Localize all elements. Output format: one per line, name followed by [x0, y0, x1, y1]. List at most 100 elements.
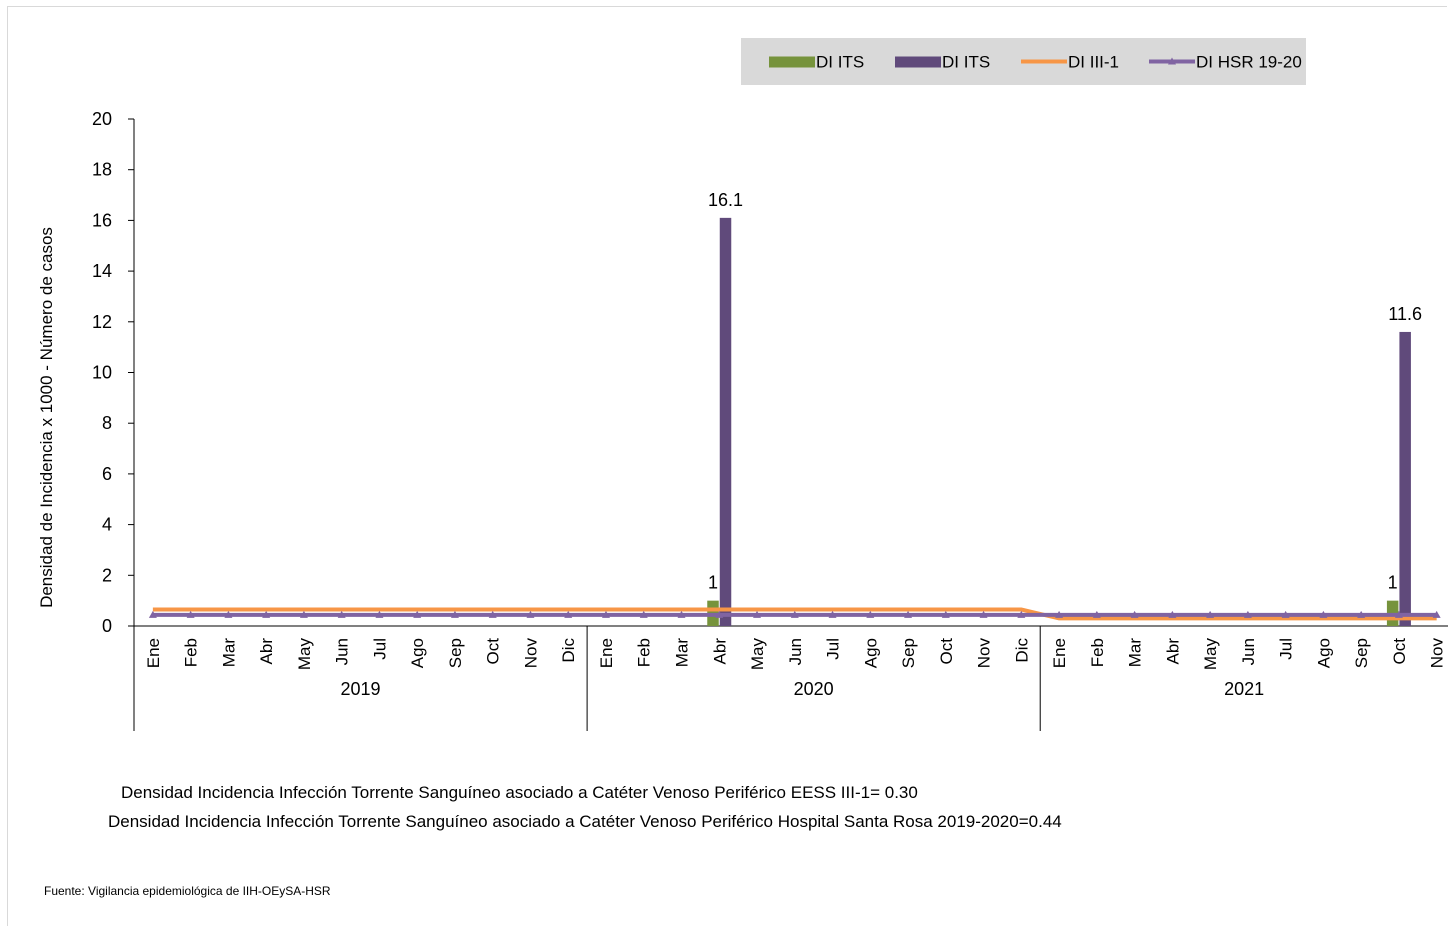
- legend-label-2: DI III-1: [1068, 53, 1119, 72]
- marker-3-13: [639, 610, 648, 618]
- source-note: Fuente: Vigilancia epidemiológica de IIH…: [44, 884, 331, 898]
- x-tick-label: Sep: [446, 638, 465, 668]
- x-tick-label: Mar: [219, 638, 238, 668]
- marker-3-20: [904, 610, 913, 618]
- y-tick-label: 8: [102, 413, 112, 433]
- x-tick-label: Sep: [899, 638, 918, 668]
- marker-3-8: [450, 610, 459, 618]
- x-tick-label: Sep: [1352, 638, 1371, 668]
- x-tick-label: Mar: [673, 638, 692, 668]
- x-tick-label: Feb: [635, 638, 654, 667]
- y-tick-label: 6: [102, 464, 112, 484]
- data-label: 1: [1388, 573, 1398, 593]
- marker-3-12: [601, 610, 610, 618]
- year-label: 2019: [341, 679, 381, 699]
- marker-3-31: [1319, 610, 1328, 618]
- y-tick-label: 16: [92, 210, 112, 230]
- bar-1-15: [719, 217, 732, 627]
- legend-label-0: DI ITS: [816, 53, 864, 72]
- marker-3-29: [1243, 610, 1252, 618]
- marker-3-0: [148, 610, 157, 618]
- x-tick-label: Mar: [1126, 638, 1145, 668]
- marker-3-26: [1130, 610, 1139, 618]
- y-axis-title: Densidad de Incidencia x 1000 - Número d…: [37, 227, 56, 608]
- x-tick-label: Ago: [861, 638, 880, 668]
- y-tick-label: 20: [92, 109, 112, 129]
- legend-swatch-0: [769, 56, 815, 68]
- x-tick-label: Feb: [182, 638, 201, 667]
- marker-3-1: [186, 610, 195, 618]
- note-eess: Densidad Incidencia Infección Torrente S…: [121, 783, 918, 802]
- marker-3-33: [1394, 610, 1403, 618]
- x-tick-label: Abr: [710, 638, 729, 665]
- marker-3-3: [262, 610, 271, 618]
- marker-3-27: [1168, 610, 1177, 618]
- x-tick-label: Dic: [559, 638, 578, 663]
- x-tick-label: Ago: [1314, 638, 1333, 668]
- legend-label-3: DI HSR 19-20: [1196, 53, 1302, 72]
- x-tick-label: Abr: [1163, 638, 1182, 665]
- marker-3-16: [753, 610, 762, 618]
- year-label: 2021: [1224, 679, 1264, 699]
- note-hospital: Densidad Incidencia Infección Torrente S…: [108, 812, 1062, 831]
- x-tick-label: Ago: [408, 638, 427, 668]
- x-tick-label: Jul: [370, 638, 389, 660]
- y-tick-label: 12: [92, 312, 112, 332]
- marker-3-22: [979, 610, 988, 618]
- y-tick-label: 2: [102, 565, 112, 585]
- x-tick-label: Jul: [824, 638, 843, 660]
- x-tick-label: Ene: [144, 638, 163, 668]
- x-tick-label: Jun: [1239, 638, 1258, 665]
- marker-3-18: [828, 610, 837, 618]
- x-tick-label: May: [1201, 638, 1220, 671]
- y-tick-label: 0: [102, 616, 112, 636]
- x-tick-label: Feb: [1088, 638, 1107, 667]
- marker-3-15: [715, 610, 724, 618]
- x-tick-label: Jul: [1277, 638, 1296, 660]
- marker-3-30: [1281, 610, 1290, 618]
- marker-3-11: [564, 610, 573, 618]
- x-tick-label: May: [295, 638, 314, 671]
- bar-1-33: [1399, 331, 1411, 626]
- year-label: 2020: [794, 679, 834, 699]
- marker-3-6: [375, 610, 384, 618]
- marker-3-14: [677, 610, 686, 618]
- legend-marker-3: [1168, 57, 1176, 65]
- data-label: 11.6: [1388, 304, 1422, 324]
- marker-3-19: [866, 610, 875, 618]
- legend-label-1: DI ITS: [942, 53, 990, 72]
- x-tick-label: Nov: [521, 638, 540, 669]
- marker-3-9: [488, 610, 497, 618]
- marker-3-28: [1206, 610, 1215, 618]
- marker-3-2: [224, 610, 233, 618]
- x-tick-label: Dic: [1012, 638, 1031, 663]
- x-tick-label: Nov: [1428, 638, 1447, 669]
- x-tick-label: Nov: [975, 638, 994, 669]
- marker-3-32: [1357, 610, 1366, 618]
- marker-3-7: [413, 610, 422, 618]
- marker-3-10: [526, 610, 535, 618]
- marker-3-25: [1092, 610, 1101, 618]
- marker-3-17: [790, 610, 799, 618]
- x-tick-label: Jun: [786, 638, 805, 665]
- legend-swatch-1: [895, 56, 941, 68]
- chart-frame: [7, 6, 1447, 926]
- data-label: 1: [708, 573, 718, 593]
- x-tick-label: May: [748, 638, 767, 671]
- marker-3-4: [299, 610, 308, 618]
- x-tick-label: Oct: [484, 638, 503, 665]
- x-tick-label: Ene: [597, 638, 616, 668]
- x-tick-label: Oct: [937, 638, 956, 665]
- y-tick-label: 14: [92, 261, 112, 281]
- marker-3-23: [1017, 610, 1026, 618]
- marker-3-24: [1055, 610, 1064, 618]
- x-tick-label: Ene: [1050, 638, 1069, 668]
- y-tick-label: 10: [92, 363, 112, 383]
- x-tick-label: Abr: [257, 638, 276, 665]
- y-tick-label: 18: [92, 160, 112, 180]
- line-series-2: [152, 607, 1437, 621]
- x-tick-label: Oct: [1390, 638, 1409, 665]
- y-tick-label: 4: [102, 515, 112, 535]
- marker-3-34: [1432, 610, 1441, 618]
